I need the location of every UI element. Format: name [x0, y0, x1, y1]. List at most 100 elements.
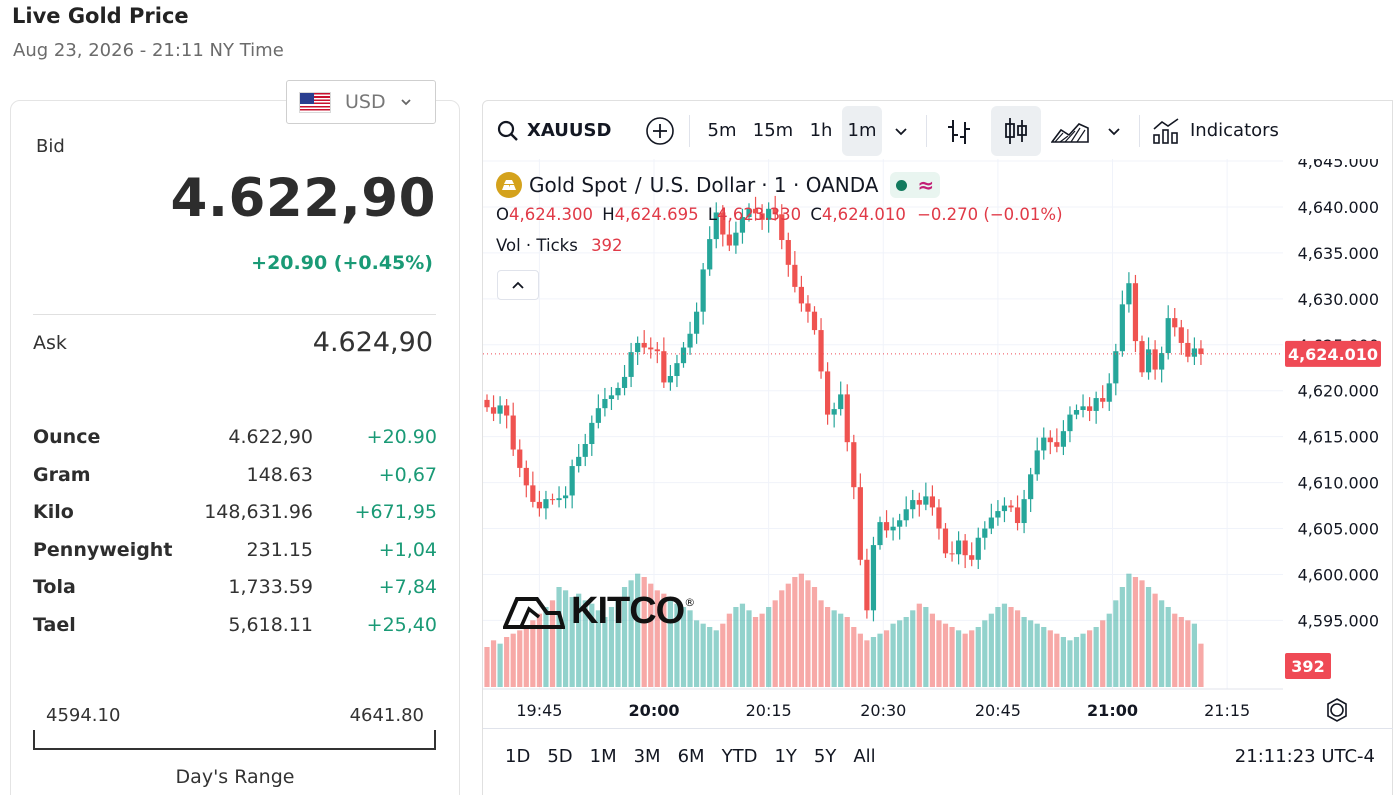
bar-chart-button[interactable]: [927, 117, 991, 145]
volume-bar: [739, 603, 746, 687]
volume-bar: [883, 630, 890, 687]
range-5y[interactable]: 5Y: [813, 746, 837, 767]
unit-price-table: Ounce 4.622,90 +20.90 Gram 148.63 +0,67 …: [33, 420, 437, 646]
candle-body: [746, 208, 752, 218]
volume-bar: [497, 643, 503, 687]
candle-body: [772, 208, 778, 215]
unit-row-kilo: Kilo 148,631.96 +671,95: [33, 495, 437, 533]
volume-bar: [1100, 620, 1106, 687]
candle-body: [805, 303, 811, 312]
range-1y[interactable]: 1Y: [774, 746, 797, 767]
candle-body: [608, 395, 615, 399]
indicators-button[interactable]: Indicators: [1152, 117, 1279, 145]
candle-body: [589, 422, 595, 445]
volume-bar: [956, 630, 962, 687]
volume-bar: [1021, 617, 1027, 687]
range-1m[interactable]: 1M: [589, 746, 617, 767]
range-ytd[interactable]: YTD: [721, 746, 758, 767]
interval-dropdown[interactable]: [882, 124, 920, 138]
volume-bar: [805, 580, 811, 687]
y-axis-tick-label: 4,620.000: [1298, 382, 1379, 401]
chart-type-dropdown[interactable]: [1099, 124, 1129, 138]
candle-body: [621, 376, 628, 388]
toolbar-separator: [1139, 114, 1140, 147]
chart-toolbar: XAUUSD 5m 15m 1h 1m Indicators: [483, 102, 1393, 159]
volume-bar: [877, 633, 883, 687]
candle-body: [956, 540, 962, 555]
x-axis-tick-label: 20:45: [975, 701, 1021, 720]
range-3m[interactable]: 3M: [633, 746, 661, 767]
candle-body: [530, 485, 536, 502]
range-all[interactable]: All: [853, 746, 876, 767]
candle-body: [1014, 507, 1021, 524]
chevron-down-icon: [895, 127, 907, 135]
volume-bar: [661, 593, 667, 687]
candle-body: [1060, 431, 1066, 447]
volume-bar: [779, 590, 785, 687]
candle-body: [752, 208, 759, 214]
candle-body: [1073, 410, 1080, 415]
candle-body: [628, 352, 634, 377]
volume-bar: [766, 607, 772, 687]
delayed-data-icon: ≈: [917, 173, 935, 197]
candle-body: [510, 415, 516, 450]
interval-5m[interactable]: 5m: [707, 120, 737, 141]
area-chart-button[interactable]: [1041, 118, 1099, 144]
volume-bar: [713, 630, 719, 687]
volume-bar: [1172, 613, 1178, 687]
interval-1h[interactable]: 1h: [809, 120, 833, 141]
unit-name: Pennyweight: [33, 538, 173, 561]
candles-button[interactable]: [991, 105, 1041, 156]
interval-1m[interactable]: 1m: [842, 105, 882, 156]
candle-body: [1132, 283, 1139, 342]
volume-bar: [720, 623, 726, 687]
candle-body: [851, 442, 857, 488]
volume-bar: [523, 627, 529, 687]
candle-body: [517, 449, 523, 468]
range-6m[interactable]: 6M: [677, 746, 705, 767]
range-5d[interactable]: 5D: [547, 746, 573, 767]
open-label: O: [496, 205, 509, 224]
compare-button[interactable]: [631, 116, 689, 146]
volume-bar: [1067, 640, 1073, 687]
candle-body: [1178, 327, 1184, 343]
candle-body: [1165, 318, 1171, 354]
volume-bar: [694, 620, 700, 687]
market-status[interactable]: ≈: [890, 172, 941, 198]
volume-bar: [1001, 603, 1008, 687]
volume-bar: [504, 637, 510, 687]
symbol-search[interactable]: XAUUSD: [483, 120, 631, 142]
open-value: 4,624.300: [509, 205, 593, 224]
collapse-legend-button[interactable]: [497, 270, 539, 300]
candle-body: [897, 520, 903, 527]
volume-bar: [1014, 610, 1021, 687]
candle-body: [825, 371, 831, 415]
volume-bar: [785, 583, 791, 687]
price-chart[interactable]: 4,645.000 4,640.000 4,635.000 4,630.000 4,62…: [483, 159, 1393, 729]
candle-body: [582, 444, 588, 457]
currency-select[interactable]: USD: [286, 80, 436, 124]
volume-bar: [1145, 587, 1152, 687]
volume-bar: [982, 620, 988, 687]
volume-bar: [621, 587, 628, 687]
candle-body: [1041, 437, 1047, 451]
volume-bar: [857, 633, 863, 687]
interval-15m[interactable]: 15m: [752, 120, 794, 141]
unit-change: +25,40: [366, 613, 437, 636]
volume-bar: [700, 623, 706, 687]
quote-card: [10, 100, 460, 795]
volume-bar: [916, 603, 922, 687]
unit-name: Kilo: [33, 501, 74, 524]
volume-bar: [733, 607, 739, 687]
volume-bar: [635, 573, 641, 687]
unit-change: +0,67: [378, 463, 437, 486]
volume-bar: [602, 617, 608, 687]
y-axis-tick-label: 4,635.000: [1298, 244, 1379, 263]
day-range-low: 4594.10: [46, 705, 121, 726]
volume-bar: [1132, 577, 1139, 687]
range-1d[interactable]: 1D: [505, 746, 531, 767]
candle-body: [1198, 348, 1204, 354]
candle-body: [720, 212, 726, 235]
volume-bar: [818, 600, 824, 687]
volume-bar: [1087, 630, 1093, 687]
